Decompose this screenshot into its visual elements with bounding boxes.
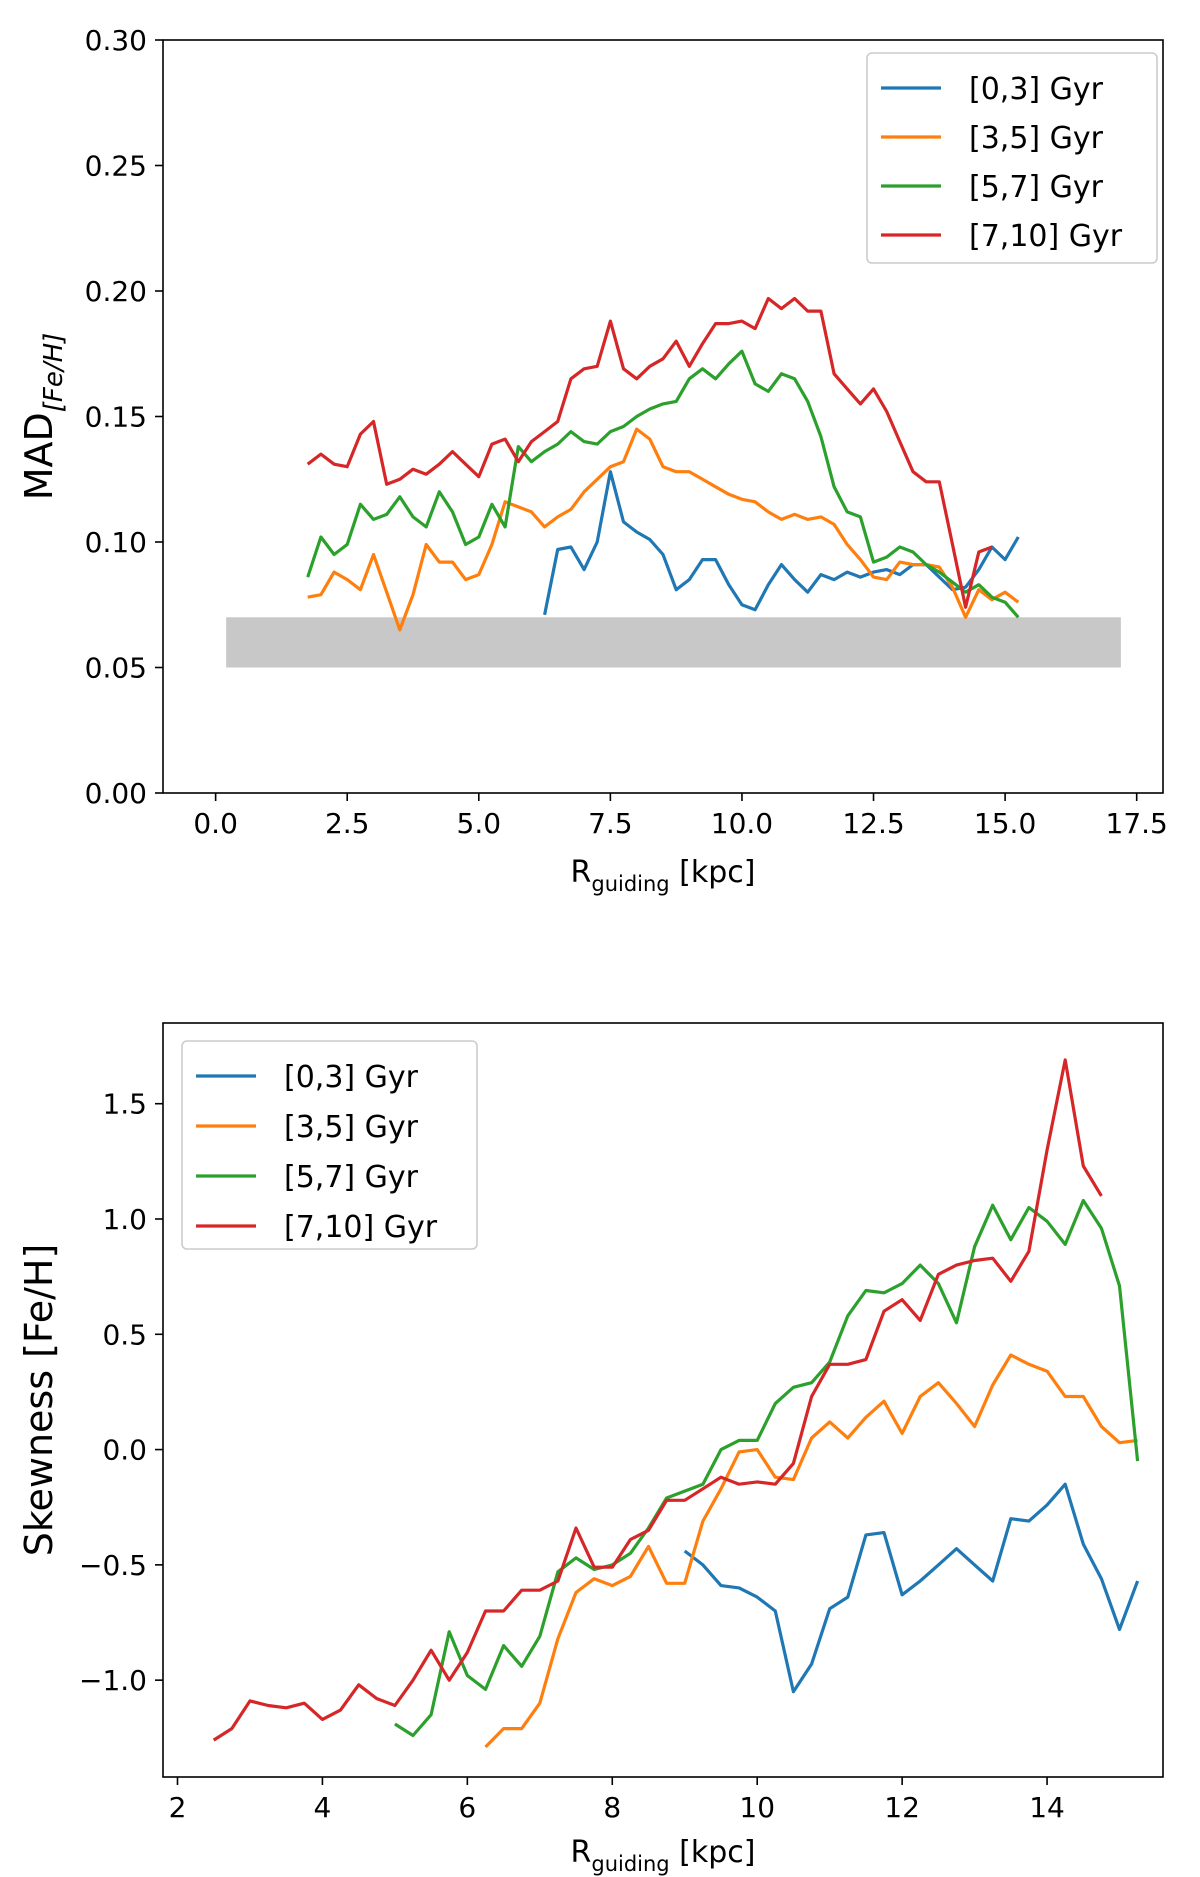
x-tick-label: 12.5	[842, 807, 904, 840]
x-tick-label: 10.0	[711, 807, 773, 840]
y-tick-label: 0.0	[102, 1434, 147, 1467]
legend-label: [7,10] Gyr	[969, 219, 1123, 254]
y-tick-label: 1.5	[102, 1088, 147, 1121]
y-tick-label: 0.25	[85, 150, 147, 183]
y-axis-label: MAD[Fe/H]	[17, 333, 69, 501]
x-axis-label: Rguiding [kpc]	[571, 1835, 756, 1876]
series-line-1	[683, 1482, 1140, 1694]
mad-panel: 0.0 2.5 5.0 7.5 10.0 12.5 15.0 17.5 0.00 0.05 0.10…	[17, 24, 1168, 896]
x-tick-label: 6	[458, 1791, 476, 1824]
legend-label: [3,5] Gyr	[284, 1110, 419, 1145]
series-line-1	[543, 470, 1020, 616]
series-line-3	[394, 1198, 1140, 1738]
y-tick-label: 0.5	[102, 1318, 147, 1351]
y-tick-label: 0.30	[85, 24, 147, 57]
series-line-3	[306, 349, 1020, 619]
x-tick-label: 5.0	[457, 807, 502, 840]
legend-label: [0,3] Gyr	[284, 1060, 419, 1095]
legend-label: [7,10] Gyr	[284, 1210, 438, 1245]
series-line-4	[306, 296, 993, 609]
x-tick-label: 0.0	[193, 807, 238, 840]
legend-box	[866, 52, 1158, 264]
x-tick-label: 8	[603, 1791, 621, 1824]
legend-box	[181, 1040, 478, 1250]
y-tick-label: 0.10	[85, 526, 147, 559]
y-tick-label: −0.5	[79, 1549, 147, 1582]
y-tick-label: 0.20	[85, 275, 147, 308]
x-tick-label: 4	[314, 1791, 332, 1824]
x-tick-label: 2	[169, 1791, 187, 1824]
series-line-2	[307, 427, 1020, 632]
x-tick-label: 14	[1029, 1791, 1065, 1824]
x-axis-label: Rguiding [kpc]	[571, 855, 756, 896]
y-tick-label: −1.0	[79, 1664, 147, 1697]
x-tick-label: 17.5	[1106, 807, 1168, 840]
legend-label: [0,3] Gyr	[969, 72, 1104, 107]
x-tick-label: 10	[739, 1791, 775, 1824]
y-axis-label: Skewness [Fe/H]	[17, 1244, 61, 1557]
skewness-panel: 2 4 6 8 10 12 14 −1.0 −0.5 0.0 0.5 1.0 1.5 Rguiding […	[17, 1022, 1164, 1876]
shaded-band	[226, 617, 1121, 668]
y-tick-label: 0.15	[85, 401, 147, 434]
legend-label: [3,5] Gyr	[969, 121, 1104, 156]
y-tick-label: 0.00	[85, 777, 147, 810]
x-tick-label: 15.0	[974, 807, 1036, 840]
x-tick-label: 12	[884, 1791, 920, 1824]
legend-label: [5,7] Gyr	[284, 1160, 419, 1195]
plot-frame	[162, 1022, 1164, 1778]
y-tick-label: 1.0	[102, 1203, 147, 1236]
series-line-2	[484, 1353, 1138, 1749]
series-line-4	[212, 1058, 1103, 1742]
legend-label: [5,7] Gyr	[969, 170, 1104, 205]
x-tick-label: 7.5	[588, 807, 633, 840]
x-tick-label: 2.5	[325, 807, 370, 840]
y-tick-label: 0.05	[85, 652, 147, 685]
